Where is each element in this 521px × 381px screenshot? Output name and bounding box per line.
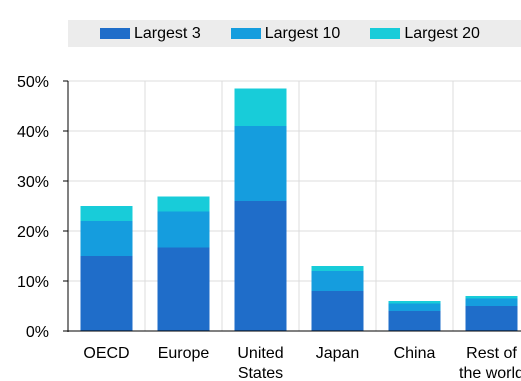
legend-item-largest-3: Largest 3 (100, 25, 201, 43)
bar-segment (80, 206, 133, 221)
bar-segment (388, 311, 441, 331)
x-tick-label: OECD (83, 345, 129, 362)
y-tick-label: 10% (17, 274, 49, 291)
x-tick-label: China (394, 345, 436, 362)
legend-item-largest-10: Largest 10 (230, 24, 341, 43)
legend-item-largest-20: Largest 20 (370, 25, 480, 43)
legend: Largest 3 Largest 10 Largest 20 (68, 20, 521, 47)
x-tick-label: States (238, 365, 283, 381)
bar-segment (157, 247, 210, 331)
bar-segment (157, 211, 210, 248)
bar-segment (388, 301, 441, 304)
x-tick-label: United (237, 345, 283, 362)
bar-segment (465, 306, 518, 331)
bar-segment (465, 298, 518, 306)
y-tick-label: 0% (26, 324, 49, 341)
y-tick-label: 40% (17, 124, 49, 141)
bar-segment (311, 266, 364, 271)
legend-label-largest-20: Largest 20 (404, 24, 480, 42)
bar-segment (311, 271, 364, 291)
x-tick-label: Rest of (466, 345, 517, 362)
legend-label-largest-3: Largest 3 (134, 24, 201, 42)
bar-segment (234, 201, 287, 331)
y-tick-label: 30% (17, 174, 49, 191)
x-tick-label: the world (459, 365, 521, 381)
bar-segment (388, 303, 441, 311)
legend-swatch-largest-3 (100, 28, 130, 39)
y-tick-label: 20% (17, 224, 49, 241)
bar-segment (234, 88, 287, 126)
legend-swatch-largest-10 (230, 28, 261, 39)
bar-segment (465, 296, 518, 299)
legend-swatch-largest-20 (370, 28, 401, 39)
bar-segment (80, 221, 133, 256)
y-tick-label: 50% (17, 74, 49, 91)
bar-segment (311, 291, 364, 331)
bar-segment (157, 196, 210, 212)
bar-segment (80, 256, 133, 331)
legend-label-largest-10: Largest 10 (264, 24, 341, 42)
x-tick-label: Europe (158, 345, 210, 362)
x-tick-label: Japan (316, 345, 360, 362)
bar-segment (234, 126, 287, 201)
